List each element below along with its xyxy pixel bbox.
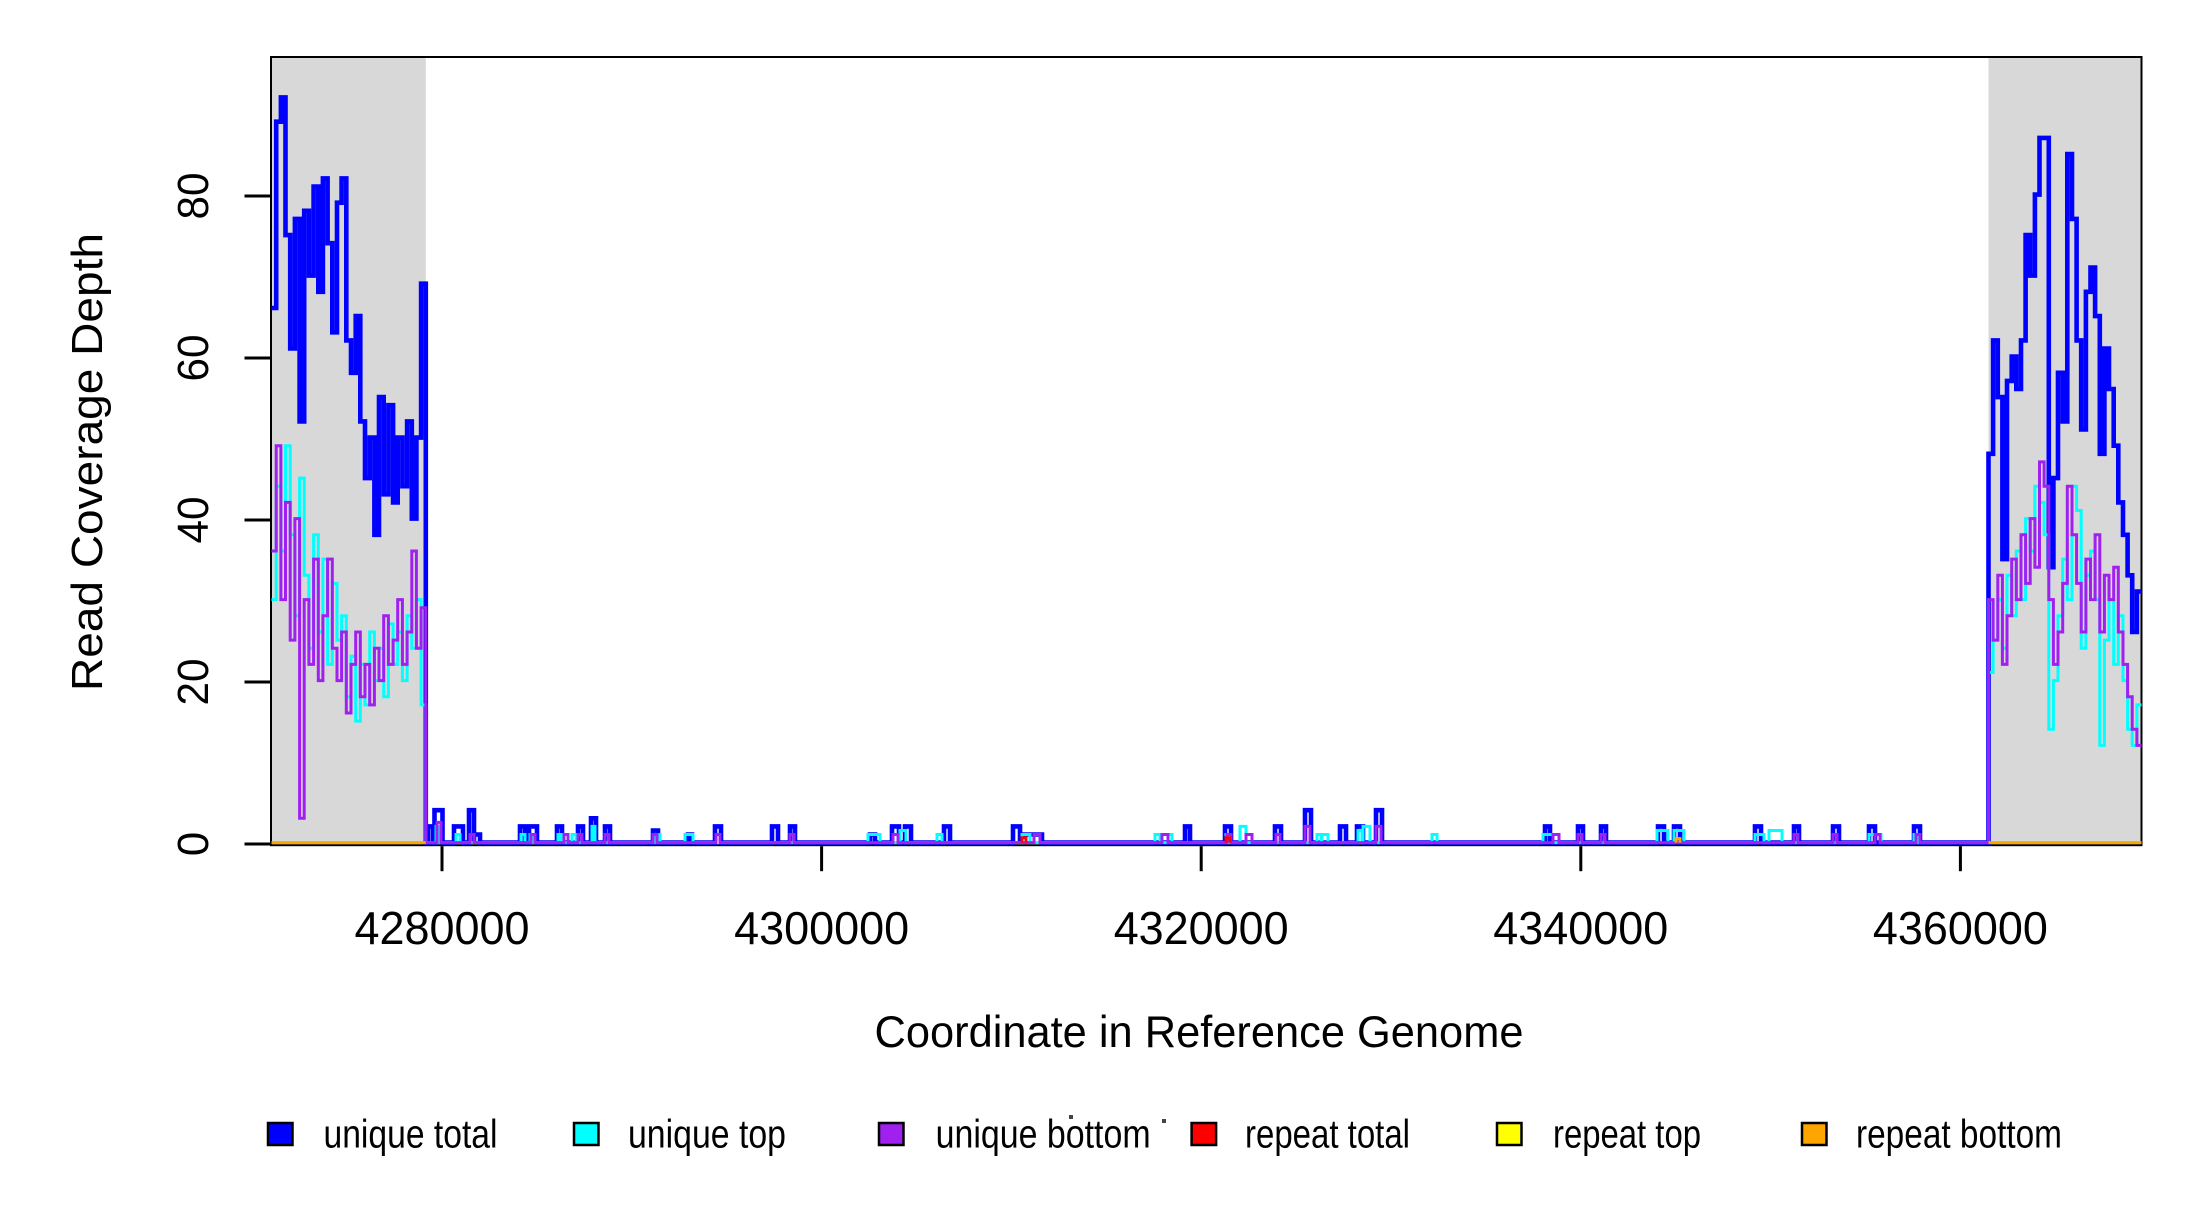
svg-text:60: 60 xyxy=(169,335,218,382)
svg-text:repeat top: repeat top xyxy=(1553,1113,1701,1157)
svg-text:4280000: 4280000 xyxy=(355,902,530,954)
svg-text:unique bottom: unique bottom xyxy=(936,1113,1151,1157)
svg-text:4320000: 4320000 xyxy=(1114,902,1289,954)
svg-text:4340000: 4340000 xyxy=(1493,902,1668,954)
svg-text:4300000: 4300000 xyxy=(734,902,909,954)
svg-text:Coordinate in Reference Genome: Coordinate in Reference Genome xyxy=(875,1008,1524,1057)
svg-text:unique top: unique top xyxy=(628,1113,786,1157)
svg-text:4360000: 4360000 xyxy=(1873,902,2048,954)
svg-text:0: 0 xyxy=(169,832,218,856)
svg-text:40: 40 xyxy=(169,497,218,544)
svg-text:Read Coverage Depth: Read Coverage Depth xyxy=(63,233,112,691)
svg-text:repeat bottom: repeat bottom xyxy=(1856,1113,2062,1157)
svg-text:20: 20 xyxy=(169,659,218,706)
svg-text:80: 80 xyxy=(169,173,218,220)
svg-text:repeat total: repeat total xyxy=(1245,1113,1410,1157)
svg-text:unique total: unique total xyxy=(324,1113,498,1157)
